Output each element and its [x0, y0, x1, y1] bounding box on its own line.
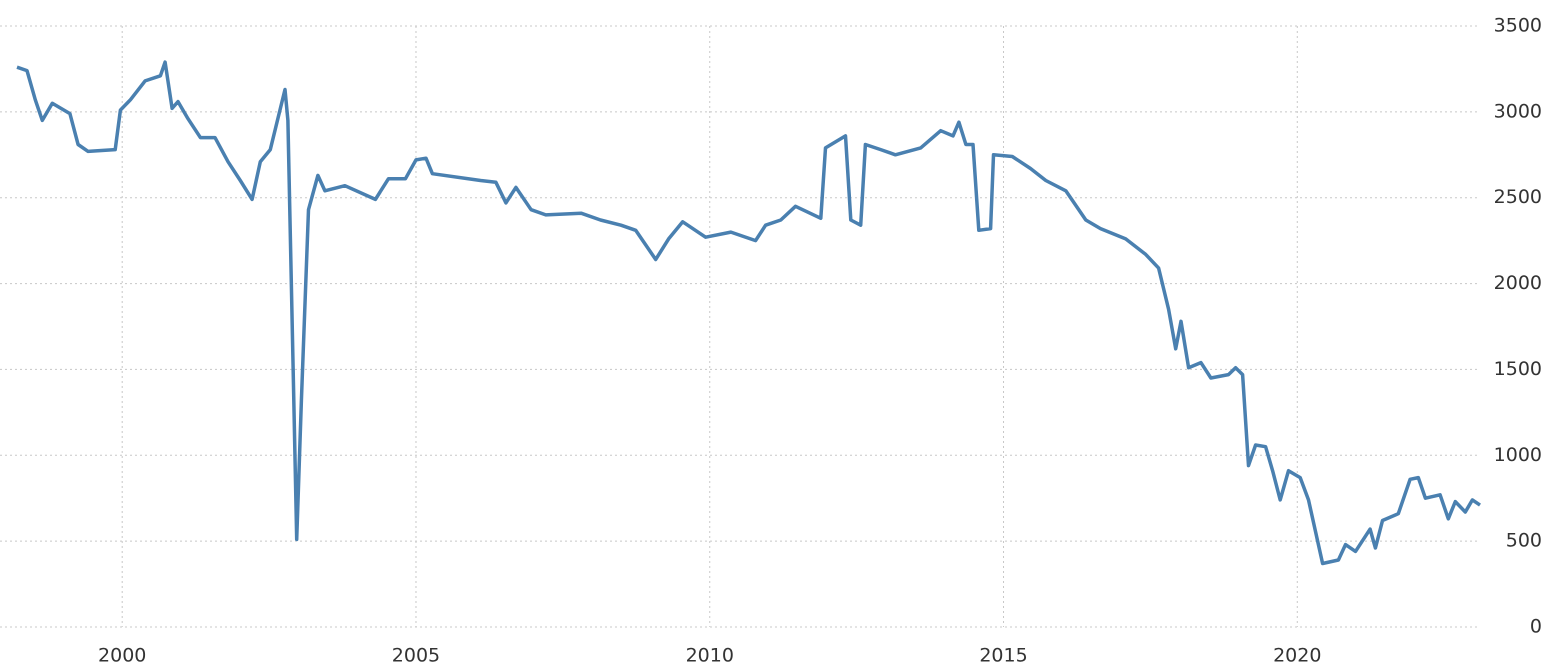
x-tick-label: 2020 [1273, 645, 1321, 667]
y-tick-label: 2500 [1494, 186, 1542, 208]
y-tick-label: 0 [1530, 616, 1542, 638]
x-tick-label: 2015 [979, 645, 1027, 667]
y-tick-label: 3000 [1494, 100, 1542, 122]
y-tick-label: 3500 [1494, 15, 1542, 37]
y-tick-label: 2000 [1494, 272, 1542, 294]
x-tick-label: 2005 [392, 645, 440, 667]
x-tick-label: 2000 [98, 645, 146, 667]
x-tick-label: 2010 [686, 645, 734, 667]
y-tick-label: 1500 [1494, 358, 1542, 380]
y-tick-label: 1000 [1494, 444, 1542, 466]
y-tick-label: 500 [1506, 530, 1542, 552]
data-line [16, 60, 1481, 566]
